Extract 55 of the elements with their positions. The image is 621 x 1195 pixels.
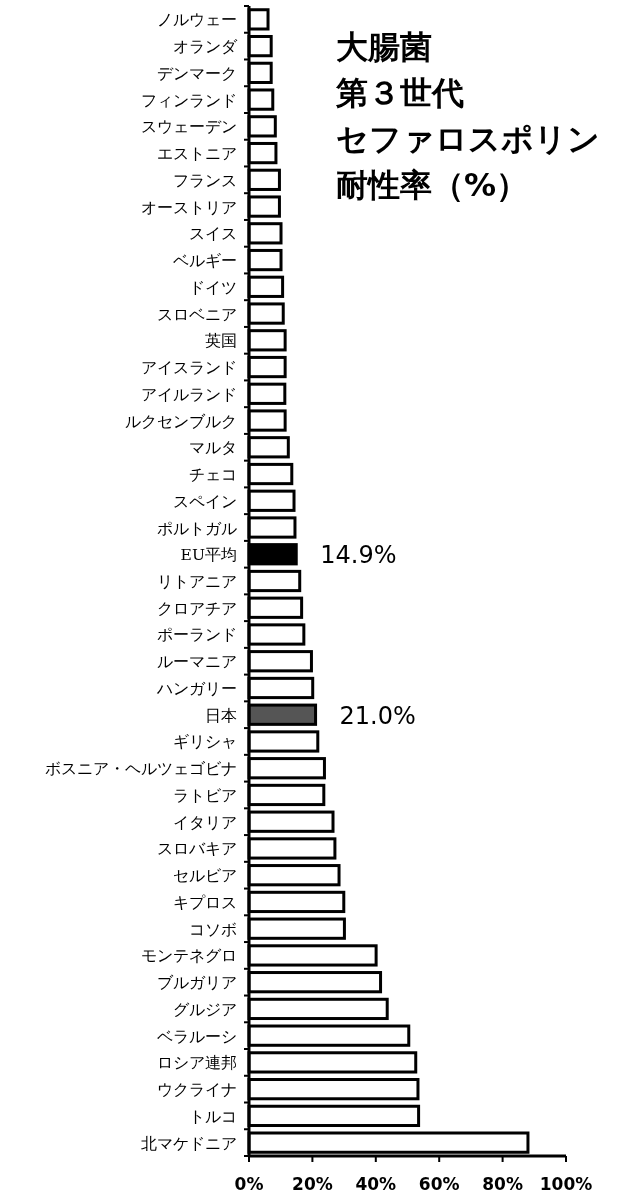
y-tick-label: チェコ <box>189 466 237 485</box>
y-tick-label: ベラルーシ <box>157 1027 237 1046</box>
y-tick-label: クロアチア <box>157 599 237 618</box>
x-tick-label: 0% <box>234 1174 264 1194</box>
y-tick-label: スロベニア <box>157 305 237 324</box>
data-label: 14.9% <box>320 541 397 570</box>
y-tick-label: フィンランド <box>141 91 237 110</box>
y-tick-label: モンテネグロ <box>141 947 237 966</box>
y-tick-label: スロバキア <box>157 840 237 859</box>
y-tick-label: ポーランド <box>157 626 237 645</box>
y-tick-label: フランス <box>173 171 237 190</box>
y-tick-label: 北マケドニア <box>141 1134 237 1153</box>
y-tick-label: デンマーク <box>157 64 237 83</box>
y-tick-label: 日本 <box>205 706 237 725</box>
y-tick-label: オーストリア <box>141 198 237 217</box>
y-tick-label: ブルガリア <box>157 974 237 993</box>
y-tick-label: アイスランド <box>141 359 237 378</box>
y-tick-label: ベルギー <box>173 252 237 271</box>
y-tick-label: ギリシャ <box>173 733 237 752</box>
y-tick-label: ルクセンブルク <box>125 412 237 431</box>
y-tick-label: イタリア <box>173 813 237 832</box>
y-tick-label: ウクライナ <box>157 1081 237 1100</box>
y-tick-label: EU平均 <box>180 546 237 565</box>
x-tick-label: 80% <box>482 1174 523 1194</box>
y-tick-label: ボスニア・ヘルツェゴビナ <box>45 760 237 779</box>
y-tick-label: マルタ <box>189 439 237 458</box>
y-tick-label: ポルトガル <box>157 519 237 538</box>
y-tick-label: コソボ <box>189 920 237 939</box>
y-tick-label: ラトビア <box>173 786 237 805</box>
y-tick-label: スウェーデン <box>141 118 237 137</box>
annotation: 第３世代 <box>335 74 464 112</box>
y-tick-label: ドイツ <box>189 278 237 297</box>
y-tick-label: 英国 <box>205 332 237 351</box>
y-tick-label: ロシア連邦 <box>157 1054 237 1073</box>
y-tick-label: スペイン <box>173 492 237 511</box>
data-label: 21.0% <box>339 701 416 730</box>
y-tick-label: オランダ <box>173 38 238 57</box>
y-tick-label: スイス <box>189 225 237 244</box>
x-tick-label: 20% <box>292 1174 333 1194</box>
y-tick-label: ノルウェー <box>157 11 237 30</box>
x-tick-label: 40% <box>355 1174 397 1194</box>
y-tick-label: ハンガリー <box>156 679 237 698</box>
x-tick-label: 100% <box>539 1174 593 1194</box>
annotation: セファロスポリン <box>336 120 600 158</box>
y-tick-label: エストニア <box>157 145 237 164</box>
y-tick-label: セルビア <box>173 867 237 886</box>
y-tick-label: ルーマニア <box>157 653 237 672</box>
y-tick-label: グルジア <box>173 1000 237 1019</box>
x-tick-label: 60% <box>418 1174 460 1194</box>
y-tick-label: アイルランド <box>141 385 237 404</box>
y-tick-label: トルコ <box>189 1107 237 1126</box>
y-tick-label: キプロス <box>173 893 237 912</box>
annotation: 耐性率（%） <box>336 166 529 204</box>
y-tick-label: リトアニア <box>157 573 237 591</box>
text: 大腸菌 <box>336 28 432 66</box>
